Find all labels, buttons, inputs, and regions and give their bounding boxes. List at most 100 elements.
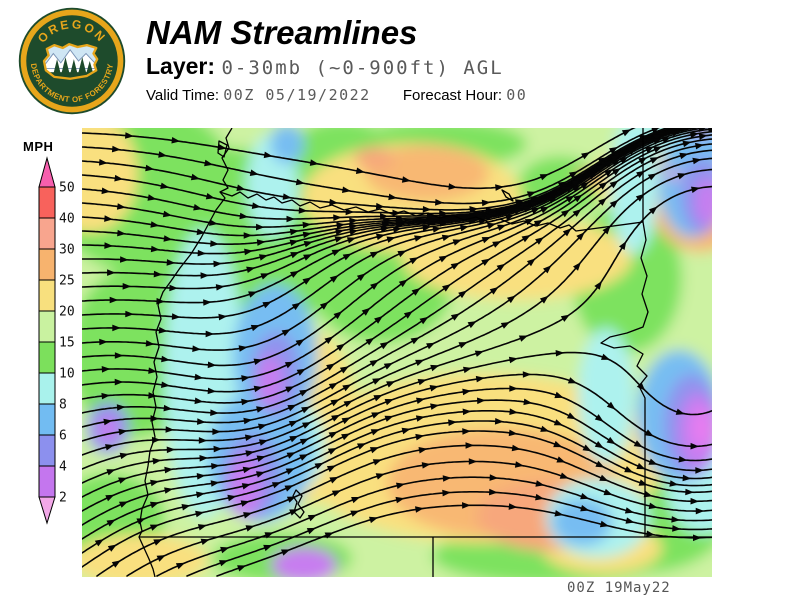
arrowhead [153, 270, 163, 278]
arrowhead [215, 284, 225, 291]
arrowhead [260, 273, 270, 280]
arrowhead [392, 226, 402, 233]
arrowhead [380, 213, 389, 220]
legend-segment [38, 434, 56, 467]
arrowhead [509, 408, 518, 415]
arrowhead [302, 231, 312, 239]
arrowhead [462, 408, 472, 416]
arrowhead [624, 507, 634, 514]
arrowhead [690, 497, 699, 505]
arrowhead [101, 392, 111, 400]
arrowhead [539, 295, 549, 304]
arrowhead [571, 179, 581, 187]
arrowhead [242, 466, 252, 474]
arrowhead [708, 128, 712, 133]
arrowhead [243, 417, 253, 425]
arrowhead [243, 512, 253, 519]
arrowhead [556, 189, 566, 197]
arrowhead [619, 156, 629, 164]
arrowhead [328, 431, 338, 439]
arrowhead [675, 408, 685, 415]
legend-colorbar: 50 40 30 25 20 15 10 8 6 4 2 [38, 156, 75, 525]
arrowhead [238, 345, 248, 352]
title-block: NAM Streamlines Layer: 0-30mb (~0-900ft)… [146, 14, 527, 103]
arrowhead [94, 539, 104, 547]
arrowhead [99, 338, 108, 346]
arrowhead [114, 378, 124, 386]
legend-segment [38, 465, 56, 498]
page-title: NAM Streamlines [146, 14, 418, 51]
arrowhead [284, 485, 294, 492]
arrowhead [685, 488, 694, 496]
arrowhead [422, 206, 432, 213]
arrowhead [165, 426, 175, 433]
arrowhead [149, 524, 159, 531]
arrowhead [489, 488, 498, 496]
arrowhead [114, 352, 124, 359]
arrowhead [581, 152, 591, 160]
arrowhead [430, 403, 440, 410]
arrowhead [560, 314, 570, 322]
arrowhead [162, 210, 172, 218]
arrowhead [604, 160, 614, 168]
arrowhead [122, 283, 132, 290]
wind-speed-blob [270, 128, 304, 164]
arrowhead [689, 131, 699, 139]
arrowhead [595, 460, 605, 468]
legend-segment [38, 310, 56, 343]
arrowhead [345, 208, 355, 216]
arrowhead [125, 132, 134, 139]
arrowhead [209, 219, 218, 226]
arrowhead [661, 137, 671, 144]
arrowhead [330, 399, 340, 407]
arrowhead [429, 385, 439, 392]
streamline [82, 157, 712, 442]
arrowhead [259, 254, 269, 261]
arrowhead [118, 428, 128, 436]
arrowhead [508, 503, 518, 510]
arrowhead [698, 133, 708, 140]
arrowhead [530, 207, 540, 215]
arrowhead [295, 339, 305, 347]
arrowhead [245, 525, 255, 532]
arrowhead [695, 467, 704, 474]
arrowhead [118, 477, 128, 484]
arrowhead [175, 562, 186, 570]
arrowhead [299, 389, 309, 397]
arrowhead [369, 447, 380, 454]
arrowhead [609, 199, 619, 208]
arrowhead [259, 439, 268, 446]
streamline [82, 410, 712, 540]
arrowhead [462, 388, 472, 396]
arrowhead [409, 257, 419, 265]
arrowhead [554, 391, 564, 399]
arrowhead [450, 262, 460, 270]
arrowhead [463, 366, 472, 374]
legend-tick-label: 4 [59, 460, 67, 475]
arrowhead [652, 138, 662, 145]
streamline [96, 444, 712, 577]
arrowhead [248, 291, 258, 298]
arrowhead [116, 203, 126, 210]
arrowhead [150, 221, 160, 228]
arrowhead [376, 233, 386, 241]
arrowhead [171, 313, 181, 320]
arrowhead [156, 555, 166, 562]
streamline-map [82, 128, 712, 577]
streamline [82, 128, 712, 367]
arrowhead [119, 501, 129, 508]
arrowhead [561, 209, 570, 218]
arrowhead [381, 221, 391, 228]
legend-segment [38, 186, 56, 219]
arrowhead [212, 428, 221, 435]
arrowhead [302, 221, 312, 229]
arrowhead [342, 384, 352, 392]
arrowhead [523, 398, 533, 406]
arrowhead [500, 322, 510, 329]
arrowhead [346, 237, 356, 244]
arrowhead [116, 404, 126, 411]
arrowhead [289, 239, 299, 246]
arrowhead [101, 187, 111, 195]
arrowhead [328, 382, 338, 390]
arrowhead [327, 448, 337, 455]
